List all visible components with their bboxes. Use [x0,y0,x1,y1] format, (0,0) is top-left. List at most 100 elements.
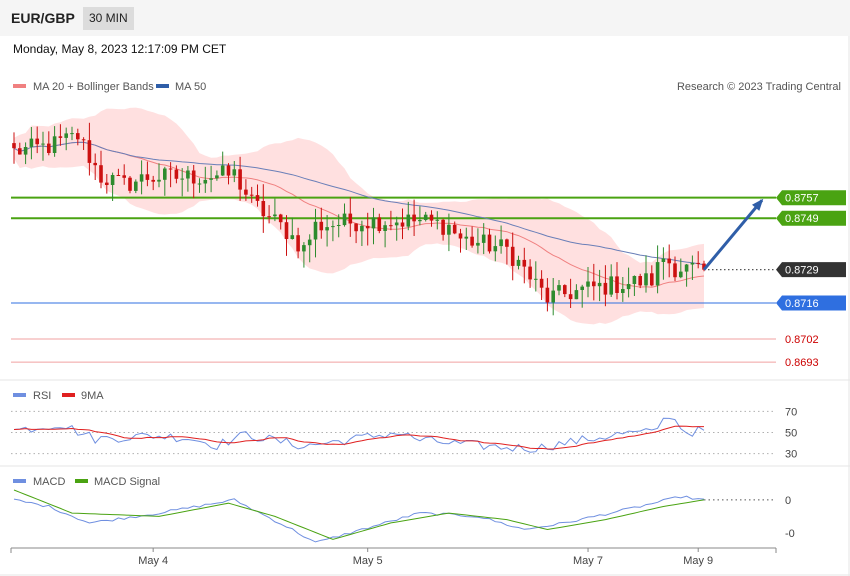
legend-swatch-ma50 [156,84,169,88]
legend-swatch-macd-signal [75,479,88,483]
candle-body [597,282,602,287]
candle-body [157,179,161,182]
time-tick-label: May 7 [573,555,603,567]
candle-body [429,214,434,221]
price-tag-0.8757 [776,190,846,206]
time-tick-label: May 9 [683,555,713,567]
candle-body [249,194,254,196]
candle-body [609,276,613,295]
candle-body [586,281,590,287]
candle-body [690,262,695,265]
candle-body [365,225,370,229]
candle-body [325,227,329,231]
candle-body [400,222,405,227]
candle-body [87,140,92,163]
candle-body [568,294,573,300]
rsi-panel: RSI 9MA 70 50 30 [11,390,797,461]
candle-body [632,276,637,284]
candle-body [441,219,445,235]
candle-body [470,236,474,246]
timeframe-button[interactable]: 30 MIN [83,7,134,30]
candle-body [603,282,608,295]
candle-body [278,214,283,223]
candle-body [574,290,579,300]
candle-body [122,175,126,178]
price-tag-label-0.8757: 0.8757 [785,193,819,205]
macd-signal-line [13,489,705,540]
candle-body [679,271,683,278]
candle-body [209,178,213,180]
level-label-0.8702: 0.8702 [785,334,819,346]
candle-body [52,136,57,153]
candle-body [557,285,561,291]
legend-swatch-ma20 [13,84,26,88]
candle-body [563,285,567,295]
candle-body [267,216,271,218]
candle-body [452,224,457,234]
candle-body [592,281,596,287]
time-axis: May 4 May 5 May 7 May 9 [10,547,777,567]
candle-body [41,143,45,145]
candle-body [702,263,706,270]
candle-body [180,178,184,180]
rsi-9ma-line [13,425,704,450]
candle-body [319,221,324,231]
candle-body [510,246,515,266]
candle-body [284,222,289,239]
candle-body [255,195,260,201]
candle-body [458,233,463,239]
candle-body [655,262,660,286]
candle-body [64,133,68,138]
candle-body [360,225,364,232]
macd-tick-label: 0 [785,495,791,507]
candle-body [406,214,411,227]
candle-body [76,133,80,140]
candle-body [186,170,190,179]
candle-body [644,273,648,286]
candle-body [58,136,63,138]
candle-body [661,258,666,262]
legend-label-macd: MACD [33,476,65,488]
candle-body [354,223,358,232]
candle-body [626,284,631,290]
candle-body [35,138,39,145]
rsi-line [13,417,705,453]
price-tag-label-0.8749: 0.8749 [785,213,819,225]
price-tag-label-0.8729: 0.8729 [785,265,819,277]
candle-body [516,259,521,266]
candle-body [302,245,306,252]
candle-body [342,213,347,226]
candle-body [23,147,28,155]
candle-body [528,266,532,280]
symbol-title: EUR/GBP [11,10,75,26]
legend-swatch-rsi [13,393,26,397]
candle-body [371,217,376,229]
legend-label-rsi: RSI [33,390,51,402]
candle-body [99,165,103,183]
candle-body [638,276,642,286]
candle-body [493,246,498,252]
legend-label-9ma: 9MA [81,390,104,402]
legend-swatch-9ma [62,393,75,397]
candle-body [487,234,492,252]
candle-body [534,278,538,280]
price-tag-0.8716 [776,295,846,311]
research-credit: Research © 2023 Trading Central [677,81,841,93]
candle-body [220,165,225,176]
candle-body [81,139,86,141]
header-bar: EUR/GBP 30 MIN [0,0,850,36]
candle-body [650,273,654,286]
candle-body [261,201,266,217]
candle-body [238,169,242,190]
candle-body [499,239,503,247]
candle-body [134,181,138,191]
candle-body [139,174,144,182]
candle-body [621,289,625,293]
macd-line [13,495,705,543]
candle-body [667,258,671,264]
candle-body [336,225,341,226]
rsi-tick-label: 30 [785,449,797,461]
candle-body [290,235,295,239]
